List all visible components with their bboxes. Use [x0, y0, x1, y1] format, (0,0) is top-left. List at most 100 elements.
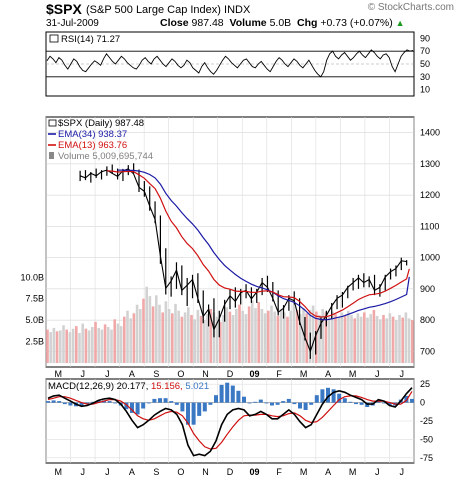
x-axis: M J J A S O N D 09 F M A M J J M J J A S O N D 09 F M A M J J [55, 369, 404, 477]
volume-bar [164, 301, 168, 363]
volume-bar [331, 311, 334, 363]
price-tick-label: 1200 [420, 190, 440, 200]
macd-histogram-bar [202, 402, 207, 412]
x-tick-label: S [153, 369, 159, 379]
ema13-line [106, 170, 410, 318]
macd-tick-label: -50 [420, 434, 433, 444]
volume-bar [68, 332, 72, 363]
volume-bar [327, 316, 331, 363]
volume-bar [116, 323, 120, 363]
macd-histogram-bar [354, 402, 358, 405]
volume-bar [62, 325, 65, 363]
x-tick-label: A [325, 369, 331, 379]
macd-histogram-bar [174, 402, 179, 405]
close-label: Close [160, 17, 189, 29]
volume-bar [247, 306, 251, 363]
x-tick-label: J [81, 467, 86, 477]
volume-bar [334, 314, 337, 363]
volume-tick-label: 7.5B [25, 294, 44, 304]
macd-histogram-bar [90, 401, 95, 403]
volume-bar [407, 318, 411, 363]
macd-histogram-bar [382, 402, 386, 404]
price-tick-label: 1300 [420, 159, 440, 169]
volume-bar [46, 329, 49, 363]
macd-histogram-bar [135, 402, 140, 415]
volume-value: 5.0B [269, 17, 292, 29]
volume-bar [343, 315, 347, 363]
x-tick-label: A [325, 467, 331, 477]
macd-histogram-bar [236, 390, 241, 403]
volume-bar [113, 319, 116, 363]
macd-histogram-bar [253, 401, 258, 403]
rsi-tick-label: 30 [420, 72, 430, 82]
volume-bar [174, 303, 177, 363]
volume-bar [228, 311, 232, 363]
x-tick-label: M [349, 467, 357, 477]
rsi-tick-label: 90 [420, 33, 430, 43]
macd-histogram-bar [292, 402, 297, 405]
macd-histogram-bar [197, 402, 202, 416]
volume-bar [295, 309, 299, 363]
price-panel: 700 800 900 1000 1100 1200 1300 1400 2.5B 5.0B 7.5… [20, 116, 440, 368]
volume-bar [65, 329, 68, 363]
macd-histogram-bar [62, 402, 67, 405]
macd-histogram-bar [309, 402, 314, 405]
volume-bar [167, 309, 171, 363]
volume-bar [292, 304, 296, 363]
macd-histogram-bar [331, 389, 336, 403]
volume-bar [411, 320, 414, 363]
volume-bar [260, 309, 264, 363]
legend-spx-icon [48, 119, 57, 127]
x-tick-label: N [202, 467, 209, 477]
macd-line [47, 387, 413, 457]
volume-bar [375, 315, 379, 363]
volume-bar [129, 318, 132, 363]
x-tick-label: A [129, 369, 135, 379]
macd-legend-part: 15.156, [148, 381, 182, 392]
volume-bar [395, 320, 398, 363]
volume-bar [155, 295, 158, 363]
volume-bar [401, 317, 404, 363]
macd-histogram-bar [376, 401, 381, 403]
volume-bar [231, 315, 235, 363]
volume-bar [110, 329, 113, 363]
volume-bar [340, 312, 344, 363]
macd-histogram-bar [410, 398, 414, 403]
price-tick-label: 1100 [420, 221, 439, 231]
volume-bar [369, 314, 372, 363]
volume-bar [139, 309, 142, 363]
volume-bar [391, 316, 395, 363]
volume-bar [145, 286, 148, 363]
volume-bar [151, 306, 155, 363]
chg-value: +0.73 (+0.07%) [320, 17, 393, 29]
volume-bar [241, 310, 244, 363]
volume-bar [171, 313, 174, 363]
macd-histogram-bar [107, 401, 112, 403]
volume-bar [107, 327, 110, 363]
macd-tick-label: -25 [420, 416, 433, 426]
volume-bar [222, 315, 225, 363]
volume-bar [91, 327, 94, 363]
price-tick-label: 800 [420, 315, 435, 325]
volume-bar [363, 312, 366, 363]
volume-bar [235, 309, 238, 363]
macd-histogram-bar [264, 402, 269, 404]
x-tick-label: J [105, 467, 110, 477]
volume-bar [75, 326, 78, 363]
volume-bar [305, 313, 308, 363]
volume-bar [196, 309, 200, 363]
legend-volume-icon [49, 152, 54, 159]
volume-bar [193, 319, 196, 363]
quote-stats: Close 987.48 Volume 5.0B Chg +0.73 (+0.0… [160, 17, 405, 29]
macd-histogram-bar [152, 398, 157, 403]
macd-histogram-bar [130, 402, 134, 413]
company-name: (S&P 500 Large Cap Index) INDX [86, 4, 250, 16]
index-name: (S&P 500 Large Cap Index) [86, 4, 221, 16]
macd-histogram-bar [180, 402, 185, 412]
macd-histogram-bar [79, 402, 84, 407]
x-tick-label: J [375, 467, 380, 477]
macd-histogram-bar [320, 389, 325, 403]
chg-label: Chg [297, 17, 318, 29]
x-tick-label: J [375, 369, 380, 379]
